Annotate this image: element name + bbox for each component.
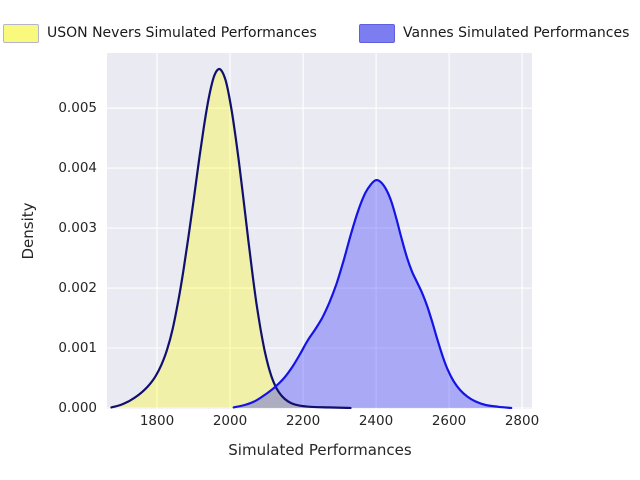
legend-item-uson-nevers: USON Nevers Simulated Performances (3, 23, 317, 43)
y-tick-label: 0.001 (58, 340, 97, 356)
legend-item-vannes: Vannes Simulated Performances (359, 23, 629, 43)
y-tick-label: 0.004 (58, 160, 97, 176)
y-axis-label: Density (19, 202, 37, 260)
y-tick-label: 0.000 (58, 400, 97, 416)
x-tick-label: 2600 (431, 413, 467, 429)
x-tick-label: 2200 (285, 413, 321, 429)
vannes-density-line (232, 178, 513, 409)
uson-nevers-density-fill (111, 68, 351, 408)
uson-nevers-density-line (110, 67, 352, 409)
y-tick-label: 0.005 (58, 100, 97, 116)
y-tick-label: 0.003 (58, 220, 97, 236)
vannes-legend-swatch (359, 23, 395, 43)
y-tick-label: 0.002 (58, 280, 97, 296)
vannes-density-fill (233, 180, 512, 408)
x-axis-label: Simulated Performances (228, 441, 412, 459)
uson-nevers-legend-swatch (3, 23, 39, 43)
x-tick-label: 2000 (212, 413, 248, 429)
x-tick-label: 2800 (504, 413, 540, 429)
uson-nevers-legend-label: USON Nevers Simulated Performances (47, 25, 317, 41)
plot-area (107, 53, 532, 409)
vannes-legend-label: Vannes Simulated Performances (403, 25, 630, 41)
x-tick-label: 2400 (358, 413, 394, 429)
kde-chart (107, 53, 532, 409)
x-tick-label: 1800 (139, 413, 175, 429)
